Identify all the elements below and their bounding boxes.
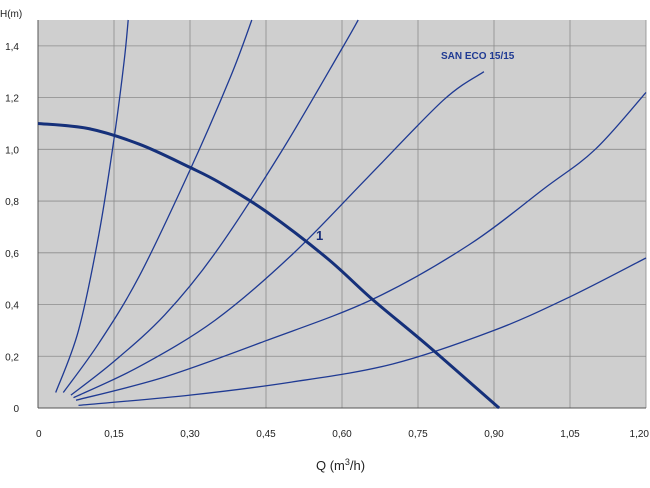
x-tick-label: 1,20 bbox=[630, 429, 650, 440]
y-tick-label: 0,6 bbox=[5, 249, 19, 260]
system-curve-5 bbox=[75, 91, 647, 401]
x-tick-label: 0,75 bbox=[408, 429, 428, 440]
x-tick-label: 0,30 bbox=[180, 429, 200, 440]
pump-curve-label: 1 bbox=[316, 228, 323, 243]
y-tick-label: 0,4 bbox=[5, 301, 19, 312]
x-tick-labels: 0 0,15 0,30 0,45 0,60 0,75 0,90 1,05 1,20 bbox=[36, 429, 649, 440]
y-tick-label: 1,0 bbox=[5, 145, 19, 156]
x-tick-label: 0,45 bbox=[256, 429, 276, 440]
system-curve-3 bbox=[70, 19, 359, 396]
system-curve-6 bbox=[78, 257, 647, 407]
system-curve-1 bbox=[55, 19, 129, 393]
y-tick-label: 0,2 bbox=[5, 352, 19, 363]
x-tick-label: 0,60 bbox=[332, 429, 352, 440]
y-tick-label: 1,4 bbox=[5, 42, 19, 53]
model-label: SAN ECO 15/15 bbox=[441, 51, 515, 62]
grid-lines bbox=[37, 20, 647, 409]
system-curve-2 bbox=[62, 19, 253, 393]
pump-curve-1 bbox=[37, 122, 501, 410]
y-tick-label: 0,8 bbox=[5, 197, 19, 208]
x-axis-label: Q (m3/h) bbox=[316, 457, 365, 473]
x-tick-label: 0,15 bbox=[104, 429, 124, 440]
x-tick-label: 0 bbox=[36, 429, 42, 440]
y-tick-labels: 0 0,2 0,4 0,6 0,8 1,0 1,2 1,4 bbox=[5, 42, 19, 415]
system-curve-4 bbox=[73, 71, 485, 399]
y-tick-label: 1,2 bbox=[5, 94, 19, 105]
x-tick-label: 0,90 bbox=[484, 429, 504, 440]
system-curves bbox=[55, 19, 647, 407]
y-axis-label: H(m) bbox=[0, 9, 22, 20]
y-tick-label: 0 bbox=[13, 404, 19, 415]
x-tick-label: 1,05 bbox=[560, 429, 580, 440]
